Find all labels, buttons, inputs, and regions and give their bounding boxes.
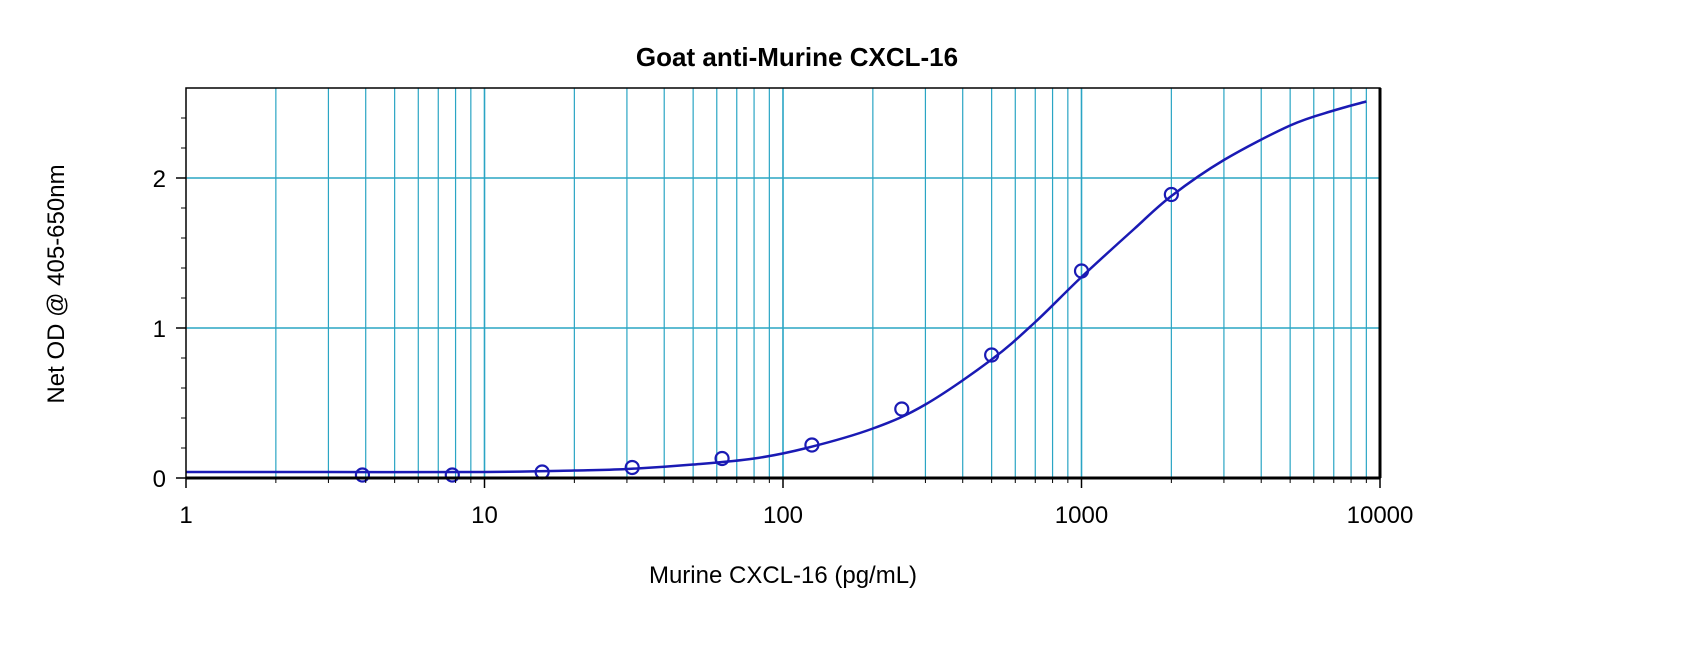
data-point <box>894 401 910 417</box>
x-tick-label: 1000 <box>1055 502 1108 529</box>
fit-curve-line <box>186 100 1367 474</box>
grid <box>186 88 1380 478</box>
y-axis-label: Net OD @ 405-650nm <box>43 164 70 403</box>
x-tick-label: 10000 <box>1347 502 1414 529</box>
data-point <box>804 437 820 453</box>
x-tick-label: 1 <box>179 502 192 529</box>
data-point <box>1163 186 1179 203</box>
y-tick-label: 2 <box>153 166 166 193</box>
data-point <box>444 467 460 483</box>
data-point <box>624 459 640 476</box>
x-axis-label: Murine CXCL-16 (pg/mL) <box>649 562 917 589</box>
data-point <box>714 450 730 467</box>
y-tick-label: 0 <box>153 466 166 493</box>
axes <box>176 87 1382 488</box>
y-tick-label: 1 <box>153 316 166 343</box>
data-point <box>984 347 1000 363</box>
x-tick-label: 10 <box>471 502 498 529</box>
fit-curve <box>186 100 1367 474</box>
data-points <box>354 186 1179 483</box>
chart-title: Goat anti-Murine CXCL-16 <box>636 42 958 72</box>
data-point <box>354 467 371 483</box>
x-tick-label: 100 <box>763 502 803 529</box>
data-point <box>1073 263 1090 279</box>
